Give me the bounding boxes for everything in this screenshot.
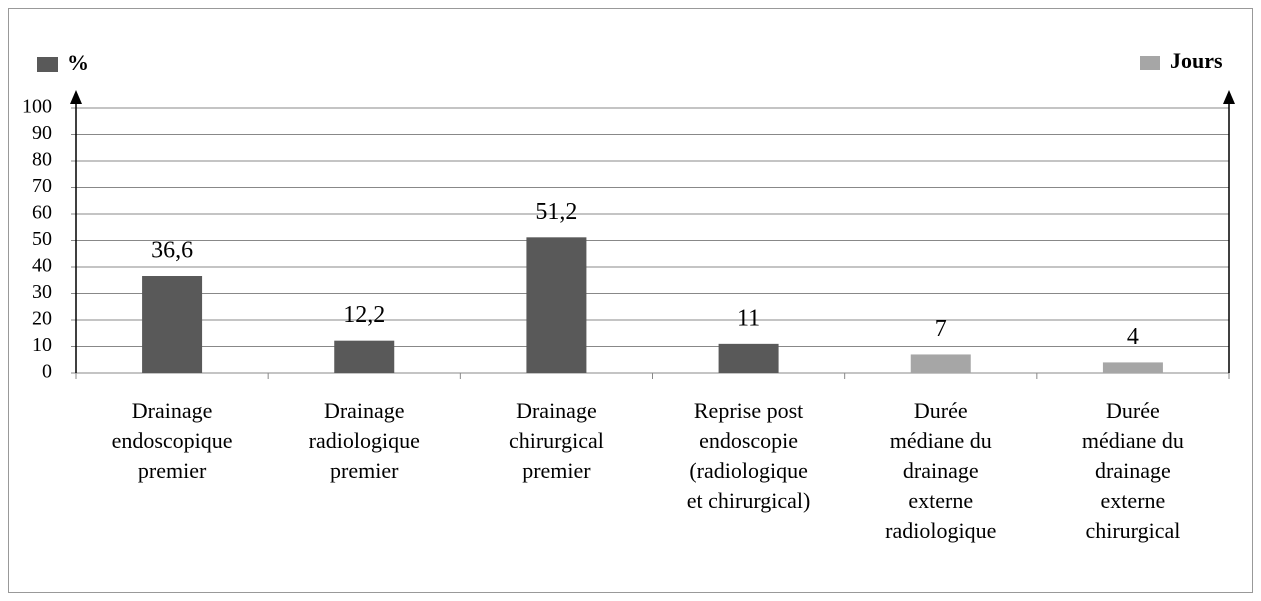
x-tick-label: externe (1101, 488, 1166, 513)
value-label: 4 (1127, 324, 1139, 350)
y-tick-label: 50 (32, 228, 52, 250)
value-label: 12,2 (343, 302, 385, 328)
y-tick-label: 40 (32, 255, 52, 277)
y-tick-label: 30 (32, 281, 52, 303)
x-tick-label: médiane du (1082, 428, 1184, 453)
value-label: 11 (737, 305, 760, 331)
x-tick-label: drainage (1095, 458, 1171, 483)
y-tick-label: 60 (32, 202, 52, 224)
y-axis-arrow (70, 90, 82, 104)
bar (910, 354, 971, 373)
x-tick-label: endoscopique (112, 428, 233, 453)
x-tick-label: Drainage (132, 398, 213, 423)
x-tick-label: externe (908, 488, 973, 513)
bar (334, 340, 395, 373)
x-tick-label: premier (138, 458, 207, 483)
bar (526, 237, 587, 373)
y-tick-label: 70 (32, 175, 52, 197)
value-label: 51,2 (535, 199, 577, 225)
x-tick-label: médiane du (890, 428, 992, 453)
y-tick-label: 10 (32, 334, 52, 356)
x-tick-label: premier (522, 458, 591, 483)
x-tick-label: Durée (914, 398, 968, 423)
legend-label: Jours (1170, 48, 1223, 73)
x-tick-label: radiologique (885, 518, 996, 543)
y-tick-label: 20 (32, 308, 52, 330)
x-tick-label: Durée (1106, 398, 1160, 423)
legend-label: % (67, 50, 89, 75)
value-label: 7 (935, 316, 947, 342)
x-tick-label: drainage (903, 458, 979, 483)
legend-swatch (1140, 56, 1160, 70)
frame (8, 8, 1253, 593)
x-tick-label: radiologique (309, 428, 420, 453)
bar (142, 276, 203, 373)
x-tick-label: endoscopie (699, 428, 798, 453)
x-tick-label: Reprise post (694, 398, 803, 423)
y-tick-label: 80 (32, 149, 52, 171)
x-tick-label: chirurgical (509, 428, 604, 453)
x-tick-label: Drainage (324, 398, 405, 423)
y-tick-label: 0 (42, 361, 52, 383)
x-tick-label: Drainage (516, 398, 597, 423)
y-tick-label: 100 (22, 96, 52, 118)
bar (1102, 362, 1163, 373)
x-tick-label: chirurgical (1085, 518, 1180, 543)
x-tick-label: et chirurgical) (687, 488, 811, 513)
y2-axis-arrow (1223, 90, 1235, 104)
x-tick-label: premier (330, 458, 399, 483)
legend-swatch (37, 57, 58, 72)
bar (718, 343, 779, 373)
y-tick-label: 90 (32, 122, 52, 144)
x-tick-label: (radiologique (689, 458, 808, 483)
value-label: 36,6 (151, 238, 193, 264)
